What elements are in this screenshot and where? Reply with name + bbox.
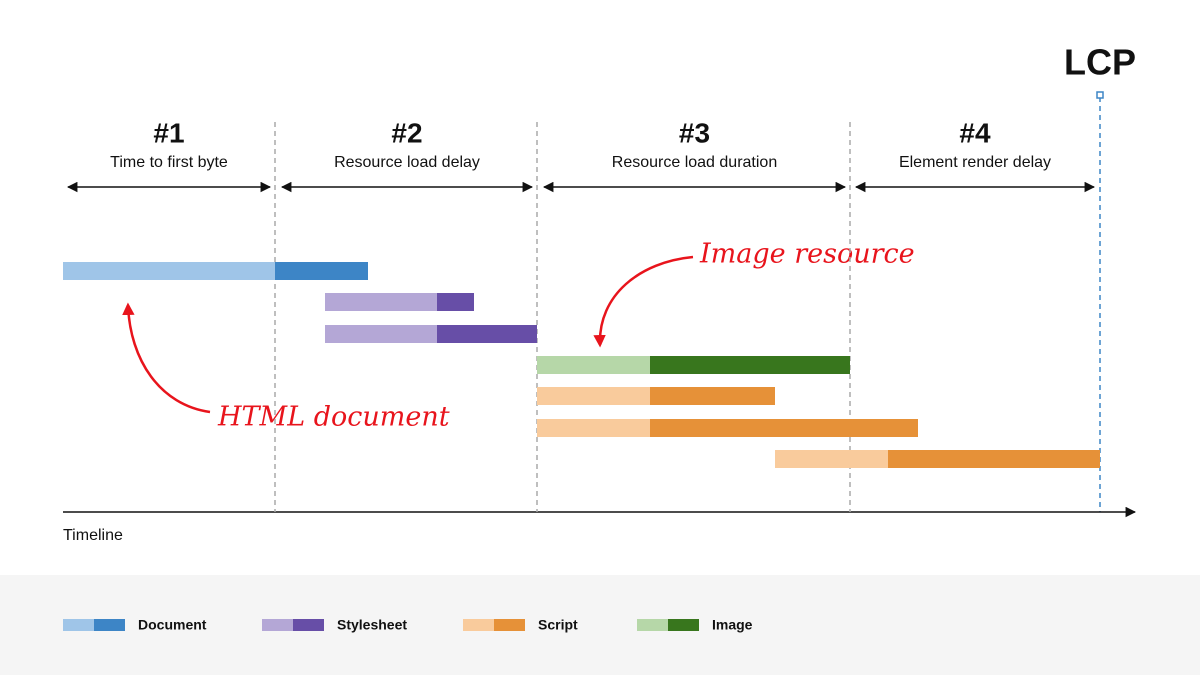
bar-download — [275, 262, 368, 280]
phase-label: Element render delay — [899, 154, 1051, 171]
bar-wait — [537, 387, 650, 405]
annotation-arrow — [593, 255, 694, 348]
bar-download — [650, 419, 918, 437]
bar-wait — [537, 356, 650, 374]
annotation: Image resource — [699, 239, 915, 270]
annotation-arrow — [122, 302, 211, 414]
annotation: HTML document — [217, 402, 450, 433]
bar-download — [888, 450, 1100, 468]
lcp-marker — [1096, 91, 1104, 99]
bar-wait — [325, 325, 437, 343]
phase-number: #3 — [679, 117, 710, 148]
bar-wait — [63, 262, 275, 280]
legend-swatch — [668, 619, 699, 631]
bar-wait — [325, 293, 437, 311]
bar-wait — [775, 450, 888, 468]
bar-download — [437, 325, 537, 343]
legend-swatch — [463, 619, 494, 631]
phase-number: #4 — [959, 117, 991, 148]
legend-swatch — [94, 619, 125, 631]
legend-swatch — [637, 619, 668, 631]
phase-label: Resource load delay — [334, 154, 480, 171]
legend-swatch — [293, 619, 324, 631]
bar-wait — [537, 419, 650, 437]
phase-label: Time to first byte — [110, 154, 228, 171]
legend-label: Script — [538, 617, 578, 633]
legend-band — [0, 575, 1200, 675]
legend-label: Document — [138, 617, 207, 633]
legend-swatch — [494, 619, 525, 631]
legend-label: Image — [712, 617, 753, 633]
phase-label: Resource load duration — [612, 154, 777, 171]
phase-number: #1 — [153, 117, 184, 148]
bar-download — [650, 387, 775, 405]
bar-download — [650, 356, 850, 374]
legend-label: Stylesheet — [337, 617, 407, 633]
bar-download — [437, 293, 474, 311]
legend-swatch — [262, 619, 293, 631]
legend-swatch — [63, 619, 94, 631]
lcp-label: LCP — [1064, 42, 1136, 83]
axis-label: Timeline — [63, 527, 123, 544]
phase-number: #2 — [391, 117, 422, 148]
